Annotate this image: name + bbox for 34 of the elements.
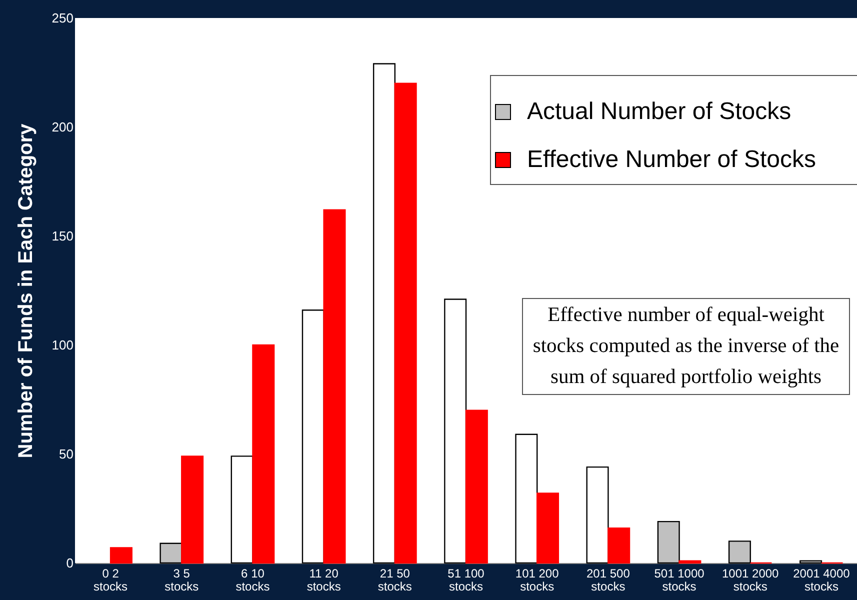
y-tick-label: 100 bbox=[52, 338, 74, 352]
legend-label: Actual Number of Stocks bbox=[527, 98, 792, 126]
y-tick-label: 200 bbox=[52, 120, 74, 134]
bar bbox=[678, 560, 702, 564]
y-tick-label: 50 bbox=[59, 446, 74, 462]
bar bbox=[252, 344, 275, 564]
y-tick-label: 250 bbox=[52, 10, 74, 26]
x-tick-label: 6 10 stocks bbox=[236, 566, 270, 594]
y-tick-label: 0 bbox=[66, 556, 74, 570]
x-tick-label: 501 1000 stocks bbox=[654, 566, 705, 594]
x-tick-label: 2001 4000 stocks bbox=[793, 566, 850, 594]
bar bbox=[465, 410, 488, 564]
x-tick-label: 3 5 stocks bbox=[164, 566, 199, 594]
bar bbox=[323, 209, 346, 564]
annotation: Effective number of equal-weight stocks computed as the inverse of the sum of squared portfolio weights bbox=[522, 298, 850, 395]
x-tick-label: 11 20 stocks bbox=[306, 566, 341, 594]
x-tick-label: 1001 2000 stocks bbox=[722, 566, 780, 594]
x-tick-label: 201 500 stocks bbox=[586, 566, 630, 594]
x-tick-label: 51 100 stocks bbox=[448, 566, 485, 594]
bar bbox=[657, 520, 680, 564]
x-tick-label: 0 2 stocks bbox=[94, 566, 128, 594]
x-tick-label: 101 200 stocks bbox=[515, 566, 560, 594]
bar bbox=[110, 547, 132, 564]
legend-label: Effective Number of Stocks bbox=[527, 146, 816, 174]
bar bbox=[608, 528, 630, 564]
bar bbox=[728, 540, 751, 564]
bar bbox=[394, 82, 417, 564]
bar bbox=[160, 542, 182, 564]
y-tick-label: 150 bbox=[52, 228, 74, 244]
x-tick-label: 21 50 stocks bbox=[378, 566, 412, 594]
bar bbox=[536, 492, 560, 564]
y-axis-title: Number of Funds in Each Category bbox=[14, 122, 37, 458]
bar bbox=[181, 456, 204, 564]
bar bbox=[800, 560, 822, 564]
